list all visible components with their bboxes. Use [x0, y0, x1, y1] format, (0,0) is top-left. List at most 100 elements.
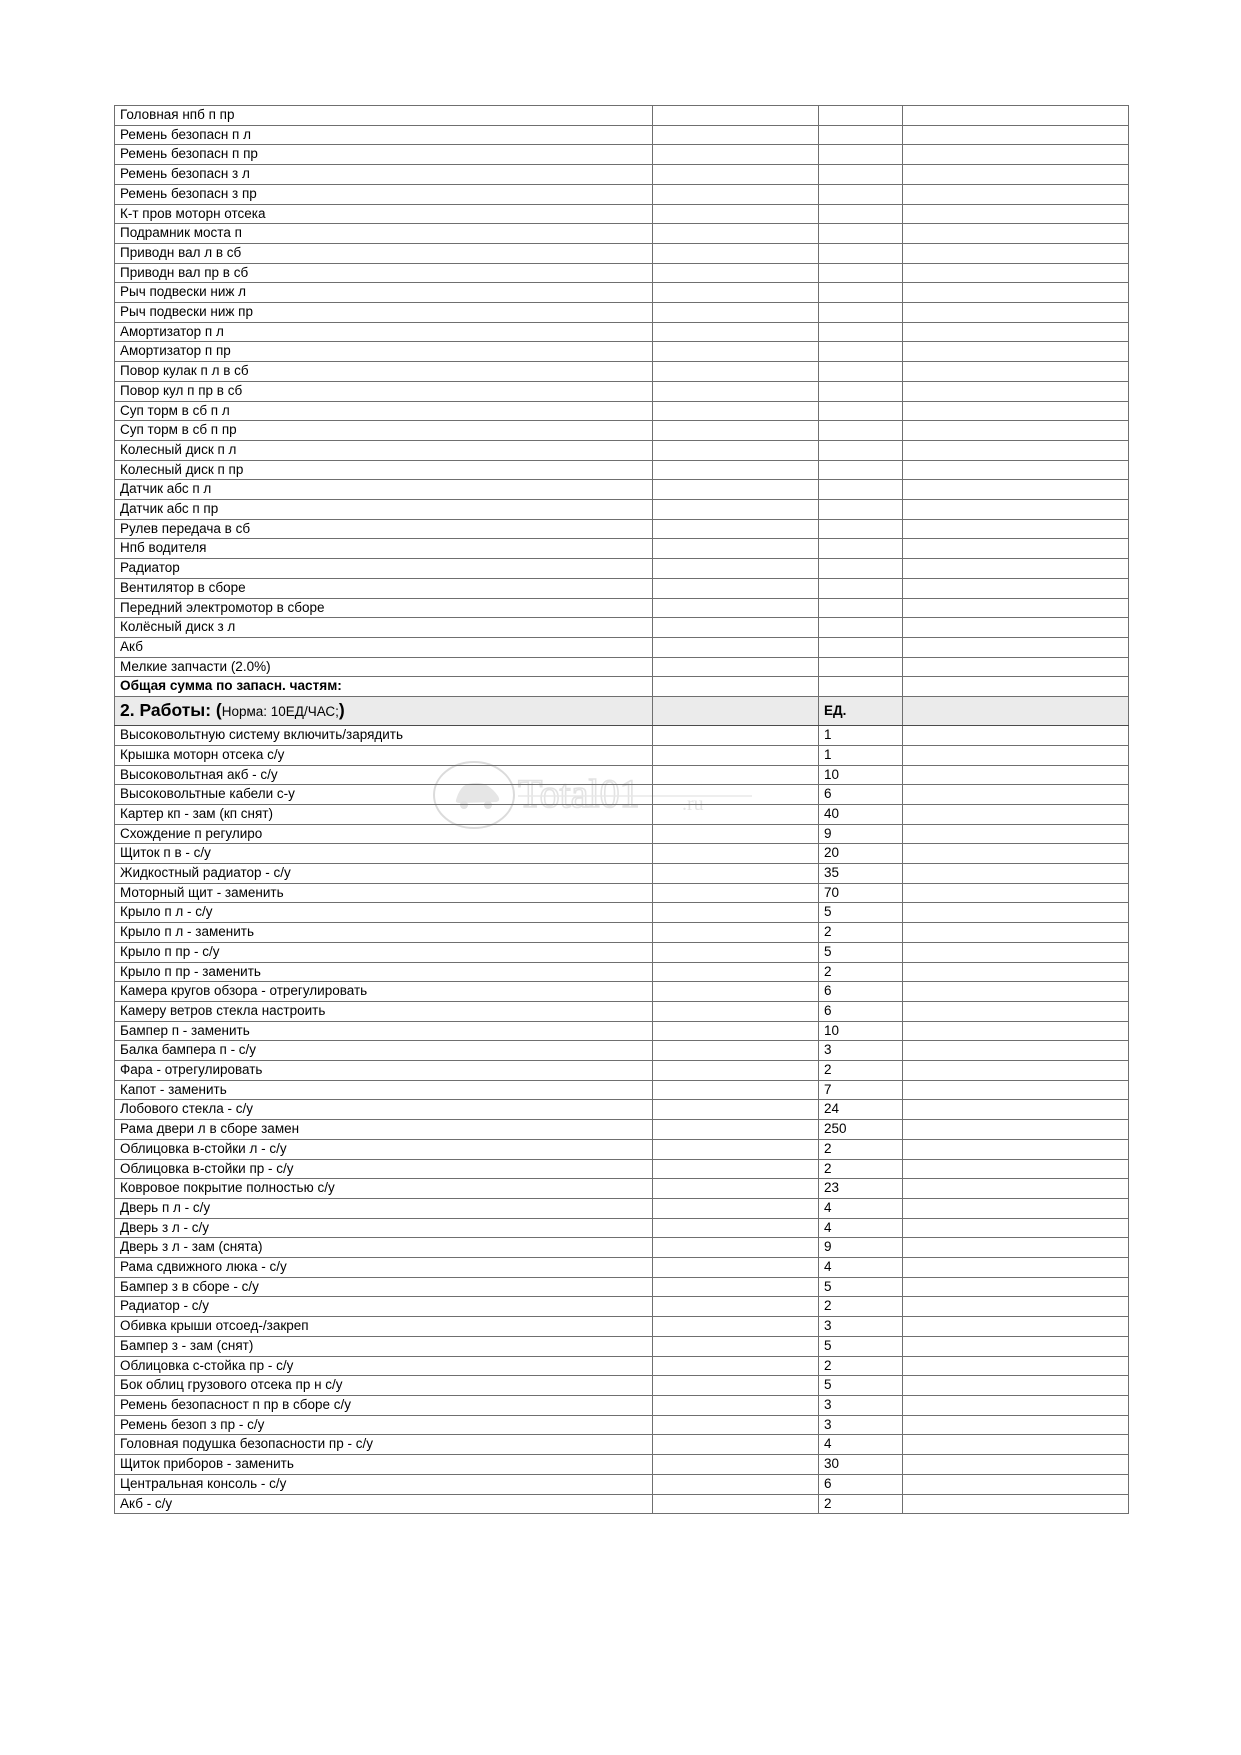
work-price-cell[interactable] [652, 1493, 819, 1515]
work-price-cell[interactable] [652, 863, 819, 884]
part-total-cell[interactable] [902, 538, 1129, 560]
part-price-cell[interactable] [652, 479, 819, 501]
work-total-cell[interactable] [902, 902, 1129, 924]
part-total-cell[interactable] [902, 262, 1129, 284]
part-price-cell[interactable] [652, 499, 819, 520]
part-total-cell[interactable] [902, 321, 1129, 343]
part-units-cell[interactable] [818, 183, 903, 205]
part-price-cell[interactable] [652, 636, 819, 658]
parts-total-units-cell[interactable] [818, 676, 903, 698]
part-price-cell[interactable] [652, 282, 819, 304]
work-price-cell[interactable] [652, 1099, 819, 1121]
work-price-cell[interactable] [652, 803, 819, 825]
work-price-cell[interactable] [652, 1119, 819, 1140]
work-total-cell[interactable] [902, 1099, 1129, 1121]
part-price-cell[interactable] [652, 183, 819, 205]
part-units-cell[interactable] [818, 262, 903, 284]
part-total-cell[interactable] [902, 242, 1129, 264]
work-total-cell[interactable] [902, 1395, 1129, 1416]
work-price-cell[interactable] [652, 764, 819, 786]
work-total-cell[interactable] [902, 922, 1129, 943]
part-price-cell[interactable] [652, 439, 819, 461]
work-price-cell[interactable] [652, 744, 819, 766]
part-total-cell[interactable] [902, 282, 1129, 304]
part-total-cell[interactable] [902, 459, 1129, 481]
part-units-cell[interactable] [818, 203, 903, 225]
work-total-cell[interactable] [902, 1079, 1129, 1101]
part-units-cell[interactable] [818, 518, 903, 540]
work-price-cell[interactable] [652, 1355, 819, 1377]
work-price-cell[interactable] [652, 1257, 819, 1278]
work-total-cell[interactable] [902, 1454, 1129, 1475]
part-units-cell[interactable] [818, 656, 903, 678]
part-total-cell[interactable] [902, 105, 1129, 126]
part-units-cell[interactable] [818, 479, 903, 501]
part-total-cell[interactable] [902, 617, 1129, 638]
part-total-cell[interactable] [902, 479, 1129, 501]
work-total-cell[interactable] [902, 961, 1129, 983]
part-units-cell[interactable] [818, 124, 903, 146]
part-units-cell[interactable] [818, 144, 903, 166]
work-total-cell[interactable] [902, 1119, 1129, 1140]
part-units-cell[interactable] [818, 597, 903, 619]
part-units-cell[interactable] [818, 439, 903, 461]
part-total-cell[interactable] [902, 558, 1129, 579]
work-total-cell[interactable] [902, 1493, 1129, 1515]
part-total-cell[interactable] [902, 124, 1129, 146]
part-total-cell[interactable] [902, 518, 1129, 540]
work-price-cell[interactable] [652, 1060, 819, 1081]
work-total-cell[interactable] [902, 1473, 1129, 1495]
part-units-cell[interactable] [818, 242, 903, 264]
part-units-cell[interactable] [818, 538, 903, 560]
part-price-cell[interactable] [652, 380, 819, 402]
work-total-cell[interactable] [902, 784, 1129, 805]
part-price-cell[interactable] [652, 420, 819, 441]
part-total-cell[interactable] [902, 636, 1129, 658]
work-price-cell[interactable] [652, 1197, 819, 1219]
work-price-cell[interactable] [652, 1040, 819, 1062]
part-total-cell[interactable] [902, 499, 1129, 520]
work-total-cell[interactable] [902, 1316, 1129, 1337]
work-total-cell[interactable] [902, 1296, 1129, 1318]
part-price-cell[interactable] [652, 361, 819, 382]
part-units-cell[interactable] [818, 499, 903, 520]
part-units-cell[interactable] [818, 558, 903, 579]
work-price-cell[interactable] [652, 1276, 819, 1298]
part-units-cell[interactable] [818, 380, 903, 402]
part-units-cell[interactable] [818, 361, 903, 382]
work-total-cell[interactable] [902, 725, 1129, 746]
part-total-cell[interactable] [902, 302, 1129, 323]
work-total-cell[interactable] [902, 1138, 1129, 1160]
part-total-cell[interactable] [902, 597, 1129, 619]
work-total-cell[interactable] [902, 1434, 1129, 1456]
work-price-cell[interactable] [652, 1316, 819, 1337]
part-price-cell[interactable] [652, 459, 819, 481]
part-price-cell[interactable] [652, 518, 819, 540]
work-total-cell[interactable] [902, 1335, 1129, 1357]
part-total-cell[interactable] [902, 203, 1129, 225]
work-price-cell[interactable] [652, 961, 819, 983]
part-price-cell[interactable] [652, 577, 819, 599]
part-price-cell[interactable] [652, 597, 819, 619]
part-price-cell[interactable] [652, 144, 819, 166]
part-units-cell[interactable] [818, 420, 903, 441]
work-price-cell[interactable] [652, 1079, 819, 1101]
part-total-cell[interactable] [902, 656, 1129, 678]
part-price-cell[interactable] [652, 558, 819, 579]
work-price-cell[interactable] [652, 1217, 819, 1239]
work-price-cell[interactable] [652, 1414, 819, 1436]
work-total-cell[interactable] [902, 1000, 1129, 1022]
work-total-cell[interactable] [902, 1276, 1129, 1298]
parts-total-value-cell[interactable] [902, 676, 1129, 698]
work-price-cell[interactable] [652, 1335, 819, 1357]
part-units-cell[interactable] [818, 459, 903, 481]
work-total-cell[interactable] [902, 1257, 1129, 1278]
work-price-cell[interactable] [652, 1434, 819, 1456]
part-price-cell[interactable] [652, 321, 819, 343]
part-price-cell[interactable] [652, 105, 819, 126]
work-total-cell[interactable] [902, 1040, 1129, 1062]
part-total-cell[interactable] [902, 420, 1129, 441]
part-total-cell[interactable] [902, 341, 1129, 363]
work-total-cell[interactable] [902, 764, 1129, 786]
part-price-cell[interactable] [652, 400, 819, 422]
